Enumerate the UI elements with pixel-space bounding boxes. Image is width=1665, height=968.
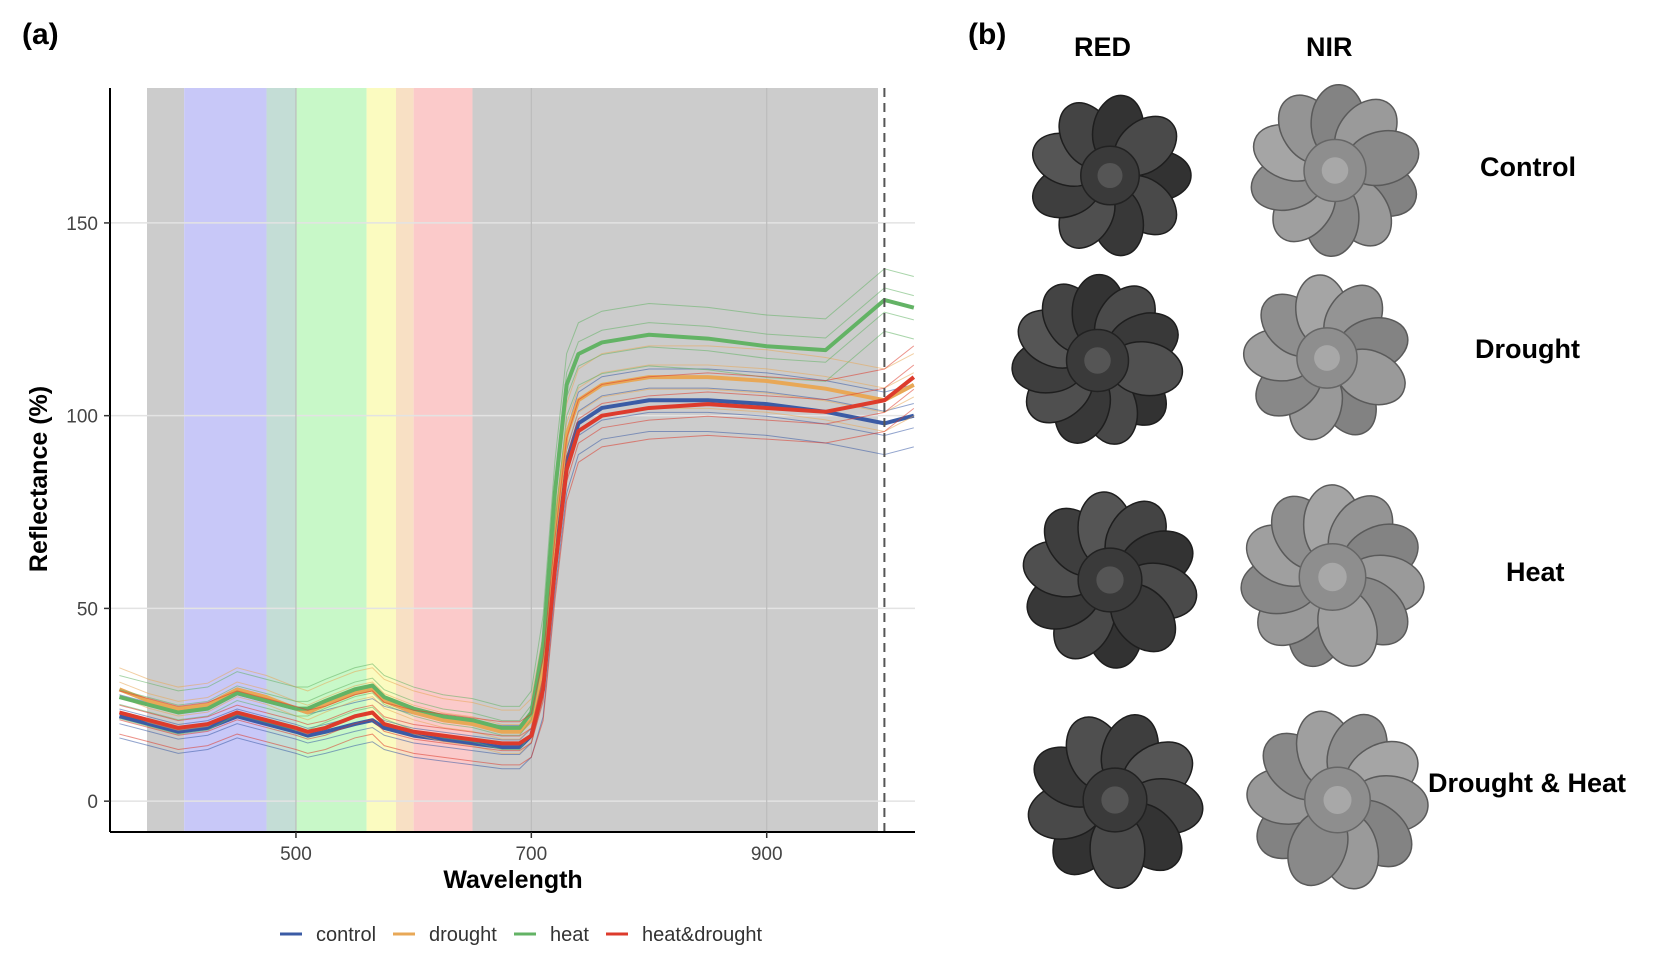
- plant-image-control-red: [1032, 94, 1192, 257]
- plant-image-drought-red: [1011, 273, 1184, 445]
- plant-image-heat-nir: [1240, 484, 1425, 668]
- series-spread-line: [119, 411, 914, 756]
- row-label-drought: Drought: [1475, 334, 1580, 364]
- panel-b-label: (b): [968, 18, 1007, 51]
- y-tick-label: 0: [87, 792, 98, 813]
- plant-image-control-nir: [1250, 84, 1420, 257]
- row-label-control: Control: [1480, 152, 1576, 182]
- series-spread-line: [119, 407, 915, 766]
- x-axis-label: Wavelength: [443, 866, 582, 894]
- legend: control drought heat heat&drought: [280, 924, 763, 946]
- series-spread-line: [119, 330, 914, 751]
- x-tick-label: 900: [751, 844, 783, 865]
- row-label-drought-heat: Drought & Heat: [1428, 768, 1626, 798]
- series-line-heat-drought: [118, 375, 916, 746]
- series-line-drought: [118, 375, 915, 734]
- column-header-red: RED: [1074, 32, 1132, 62]
- panel-a-label: (a): [22, 18, 59, 51]
- column-header-nir: NIR: [1306, 32, 1353, 62]
- spectrum-bands: [147, 88, 878, 832]
- series-spread-line: [119, 388, 915, 752]
- legend-entry: heat&drought: [642, 924, 763, 946]
- y-axis-label: Reflectance (%): [25, 386, 53, 572]
- plant-image-drought-heat-red: [1027, 714, 1204, 889]
- series-spread-line: [119, 268, 914, 707]
- series-spread-line: [119, 388, 915, 740]
- series-spread-line: [119, 287, 914, 722]
- series-spread-line: [119, 430, 914, 770]
- series-spread-line: [119, 345, 915, 723]
- series-spread-line: [119, 387, 914, 741]
- series-layer: [118, 88, 916, 832]
- series-spread-line: [119, 364, 915, 725]
- x-tick-label: 700: [515, 844, 547, 865]
- plant-image-drought-heat-nir: [1246, 710, 1429, 890]
- series-line-heat: [118, 298, 915, 730]
- row-label-heat: Heat: [1506, 557, 1565, 587]
- reflectance-chart: 0 50 100 150 500 700 900 Wavelength Reflectanc…: [25, 88, 916, 946]
- plant-image-heat-red: [1022, 491, 1198, 669]
- legend-entry: control: [316, 924, 376, 946]
- series-spread-line: [119, 311, 914, 736]
- series-spread-line: [119, 364, 915, 737]
- series-line-control: [118, 398, 915, 750]
- spectrum-band: [395, 88, 414, 832]
- y-tick-label: 50: [77, 599, 98, 620]
- legend-entry: heat: [550, 924, 589, 946]
- legend-entry: drought: [429, 924, 497, 946]
- x-tick-label: 500: [280, 844, 312, 865]
- y-tick-label: 150: [66, 214, 98, 235]
- y-tick-label: 100: [66, 407, 98, 428]
- axes: 0 50 100 150 500 700 900: [66, 88, 915, 865]
- plant-image-drought-nir: [1242, 274, 1409, 441]
- series-spread-line: [119, 345, 915, 711]
